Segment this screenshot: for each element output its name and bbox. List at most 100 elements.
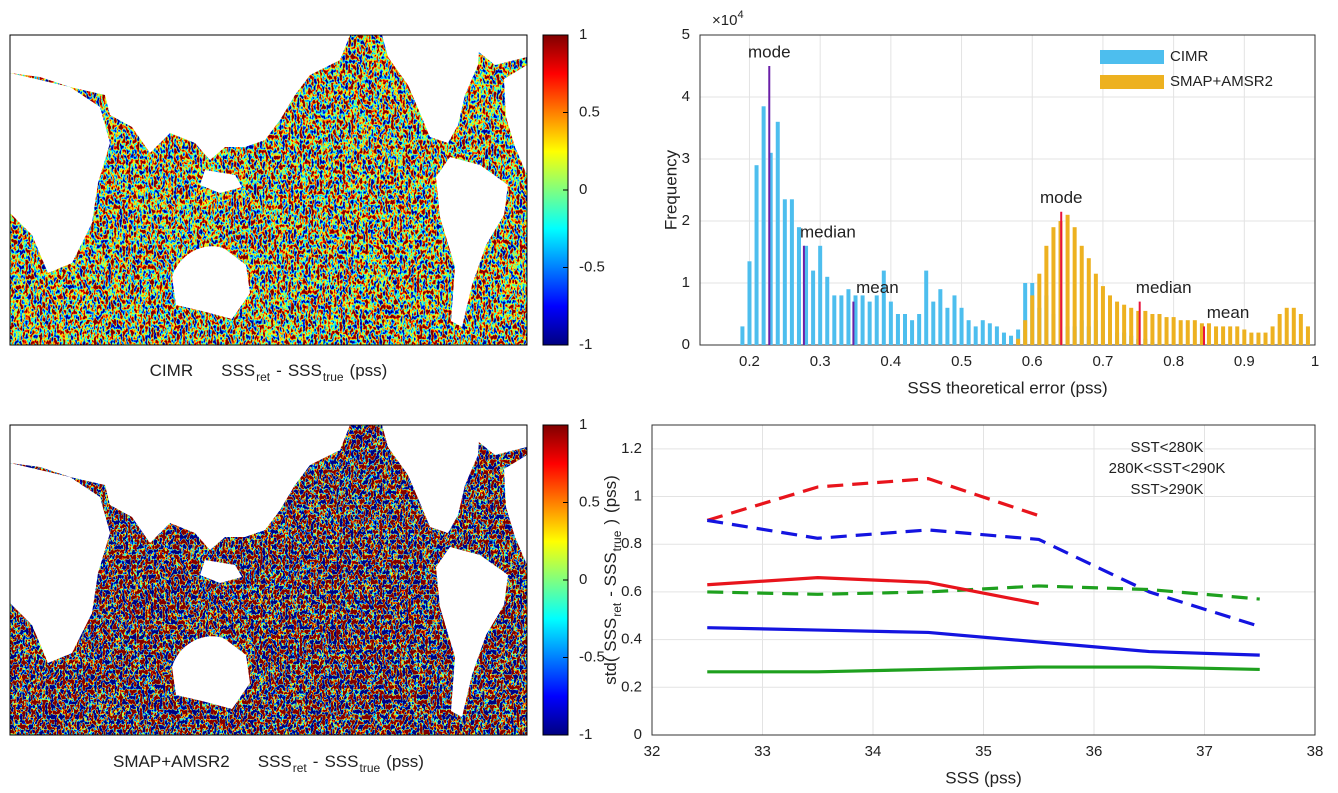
histogram-bar — [1192, 320, 1197, 345]
stat-label: median — [1136, 278, 1192, 297]
histogram-bar — [1256, 332, 1261, 345]
histogram-bar — [959, 307, 964, 345]
x-tick-label: 0.9 — [1234, 353, 1255, 370]
histogram-bar — [740, 326, 745, 345]
y-tick-label: 0 — [682, 336, 690, 353]
histogram-bar — [1108, 295, 1112, 345]
subscript: true — [610, 530, 624, 551]
text-part: SSS — [258, 752, 292, 771]
histogram-bar — [1100, 286, 1105, 345]
histogram-bar — [832, 295, 837, 345]
x-tick-label: 35 — [975, 743, 992, 760]
map-frame — [9, 34, 528, 346]
histogram-bar — [1157, 314, 1162, 345]
histogram-bar — [1228, 326, 1233, 345]
colorbar-tick-label: -1 — [579, 336, 592, 353]
y-tick-label: 0.8 — [621, 535, 642, 552]
histogram-bar — [874, 295, 879, 345]
series-line — [706, 518, 1261, 629]
colorbar-tick-label: 0 — [579, 181, 587, 198]
series-line — [706, 477, 1040, 522]
histogram-bar — [1185, 320, 1190, 345]
histogram-bar — [747, 261, 752, 345]
histogram-bar — [1164, 317, 1169, 345]
y-tick-label: 0 — [634, 726, 642, 743]
histogram-bar — [860, 295, 865, 345]
histogram-bar — [818, 245, 823, 345]
histogram-bar — [895, 314, 900, 345]
x-tick-label: 32 — [644, 743, 661, 760]
subscript: true — [323, 370, 344, 384]
text-part: ) — [601, 519, 620, 525]
histogram-bar — [1122, 304, 1127, 345]
text-part: - — [276, 361, 282, 380]
y-tick-label: 4 — [682, 88, 690, 105]
histogram-bar — [931, 301, 936, 345]
x-tick-label: 0.6 — [1022, 353, 1043, 370]
text-part: SSS — [288, 361, 322, 380]
exponent-power: 4 — [737, 9, 743, 21]
histogram-bar — [966, 320, 971, 345]
histogram-bar — [1277, 314, 1282, 345]
x-tick-label: 0.5 — [951, 353, 972, 370]
land-mass — [32, 205, 46, 235]
series-line — [707, 626, 1260, 657]
histogram-bar — [1150, 314, 1155, 345]
colorbar-tick-label: 1 — [579, 416, 587, 433]
legend-label: SMAP+AMSR2 — [1170, 73, 1273, 90]
histogram-bar — [867, 301, 872, 345]
y-tick-label: 3 — [682, 150, 690, 167]
land-mass — [172, 246, 250, 319]
histogram-bar — [1115, 301, 1120, 345]
x-tick-label: 0.2 — [739, 353, 760, 370]
text-part: std( SSS — [601, 618, 620, 685]
land-mass — [172, 636, 250, 709]
histogram-bar — [1263, 332, 1268, 345]
histogram-bar — [1001, 332, 1006, 345]
y-tick-label: 1 — [682, 274, 690, 291]
x-axis-label: SSS (pss) — [945, 768, 1022, 787]
legend-patch — [1100, 50, 1164, 64]
legend-label: SST<280K — [1131, 439, 1204, 456]
subscript: true — [359, 761, 380, 775]
land-mass — [200, 170, 242, 193]
x-tick-label: 34 — [865, 743, 882, 760]
histogram-bar — [1037, 273, 1042, 345]
x-tick-label: 1 — [1311, 353, 1319, 370]
land-mass — [10, 35, 350, 160]
y-tick-label: 1 — [634, 488, 642, 505]
x-axis-label: SSS theoretical error (pss) — [907, 378, 1107, 397]
text-part: (pss) — [386, 752, 424, 771]
histogram-bar — [1298, 314, 1303, 345]
histogram-bar — [1016, 338, 1021, 345]
histogram-bar — [1079, 245, 1084, 345]
y-tick-label: 0.4 — [621, 631, 642, 648]
x-tick-label: 37 — [1196, 743, 1213, 760]
histogram-bar — [1235, 326, 1240, 345]
map-frame — [9, 424, 528, 736]
histogram-bar — [775, 121, 780, 345]
x-tick-label: 36 — [1086, 743, 1103, 760]
histogram-bar — [1143, 310, 1148, 345]
land — [10, 425, 527, 717]
y-axis-label: Frequency — [661, 149, 680, 230]
histogram-bar — [1284, 307, 1289, 345]
map-caption: SMAP+AMSR2 SSSret - SSStrue (pss) — [113, 752, 424, 775]
plot-area — [700, 35, 1315, 345]
histogram-bar — [804, 245, 809, 345]
land-mass — [200, 560, 242, 583]
histogram-bar — [1242, 329, 1247, 345]
y-axis-label: std( SSSret - SSStrue) (pss) — [601, 475, 624, 685]
legend-patch — [1100, 75, 1164, 89]
text-part: SSS — [221, 361, 255, 380]
histogram-bar — [1016, 329, 1021, 345]
histogram-bar — [903, 314, 907, 345]
x-tick-label: 0.7 — [1093, 353, 1114, 370]
histogram-bar — [881, 270, 886, 345]
plot-frame — [651, 424, 1316, 736]
histogram-bar — [789, 199, 794, 345]
histogram-bar — [952, 295, 957, 345]
histogram-bar — [987, 323, 992, 345]
histogram-bar — [761, 106, 766, 345]
